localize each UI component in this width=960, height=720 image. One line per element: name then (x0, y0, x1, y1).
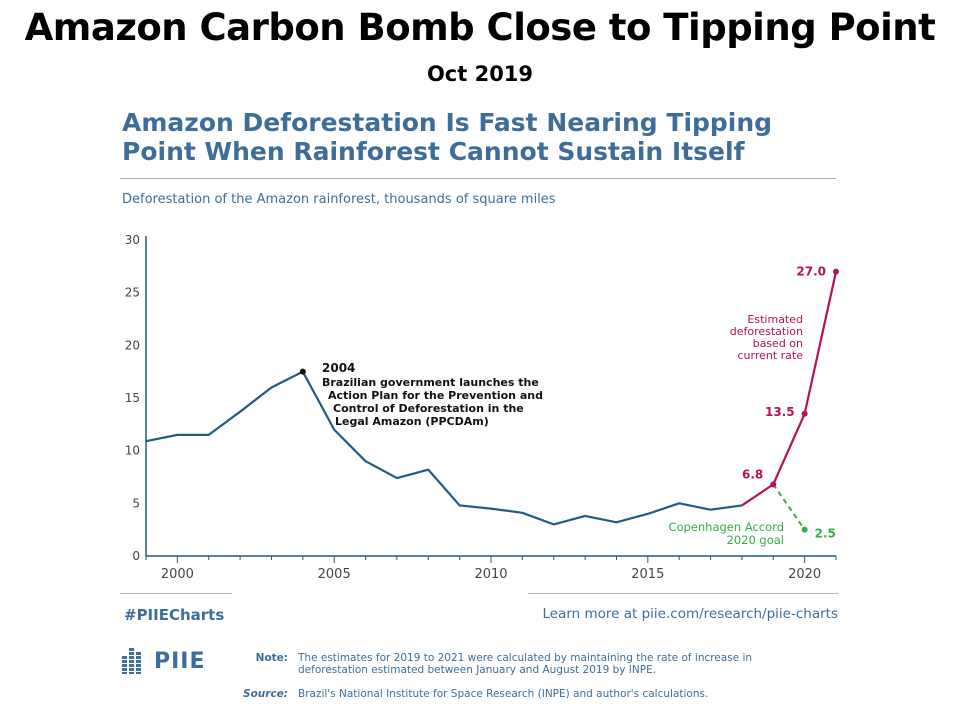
footer-divider-right (528, 593, 838, 594)
annotation-estimated-line: Estimated (747, 313, 803, 326)
annotation-ppcdam-line: Legal Amazon (PPCDAm) (335, 415, 489, 428)
source-text: Brazil's National Institute for Space Re… (298, 688, 709, 700)
data-point-estimated (801, 410, 808, 417)
series-line-historical (145, 370, 743, 526)
annotation-ppcdam-line: Action Plan for the Prevention and (328, 389, 543, 402)
hashtag-link[interactable]: #PIIECharts (124, 606, 225, 624)
data-label: 2.5 (815, 527, 836, 541)
x-tick-label: 2010 (474, 567, 507, 582)
note-label: Note: (255, 652, 288, 664)
annotation-estimated-line: based on (753, 337, 803, 350)
y-tick-label: 20 (125, 338, 140, 352)
data-label: 13.5 (765, 405, 795, 419)
data-label: 6.8 (742, 467, 763, 481)
annotation-ppcdam-line: Control of Deforestation in the (333, 402, 524, 415)
series-line-estimated (741, 271, 838, 507)
source-label: Source: (243, 688, 288, 700)
y-tick-label: 10 (125, 444, 140, 458)
annotation-copenhagen-line: 2020 goal (727, 533, 785, 547)
annotation-year: 2004 (322, 361, 355, 375)
annotation-point-2004 (299, 368, 306, 375)
annotation-estimated-line: deforestation (730, 325, 803, 338)
y-tick-label: 25 (125, 286, 140, 300)
annotation-ppcdam-line: Brazilian government launches the (322, 376, 539, 389)
data-point-estimated (770, 481, 777, 488)
piie-logo-text: PIIE (154, 648, 206, 674)
y-tick-label: 30 (125, 233, 140, 247)
y-tick-label: 15 (125, 391, 140, 405)
data-point-estimated (833, 268, 839, 275)
x-tick-label: 2020 (788, 567, 821, 582)
y-tick-label: 5 (132, 496, 140, 510)
annotation-copenhagen-line: Copenhagen Accord (668, 520, 784, 534)
y-tick-label: 0 (132, 549, 140, 563)
title-divider (120, 178, 836, 179)
annotation-estimated-line: current rate (737, 349, 803, 362)
chart-subtitle: Deforestation of the Amazon rainforest, … (122, 192, 556, 207)
piie-logo-icon (122, 648, 148, 674)
x-tick-label: 2000 (161, 567, 194, 582)
piie-logo: PIIE (122, 648, 206, 674)
footer-divider-left (120, 593, 232, 594)
x-tick-label: 2005 (318, 567, 351, 582)
data-label: 27.0 (796, 265, 826, 279)
note-text: The estimates for 2019 to 2021 were calc… (298, 652, 753, 676)
learn-more-link[interactable]: Learn more at piie.com/research/piie-cha… (542, 606, 838, 622)
x-tick-label: 2015 (631, 567, 664, 582)
series-line-goal (772, 483, 806, 531)
chart-title: Amazon Deforestation Is Fast Nearing Tip… (122, 108, 773, 166)
slide-title: Amazon Carbon Bomb Close to Tipping Poin… (24, 6, 936, 49)
slide-subtitle: Oct 2019 (426, 62, 534, 86)
data-point-goal (801, 526, 808, 533)
